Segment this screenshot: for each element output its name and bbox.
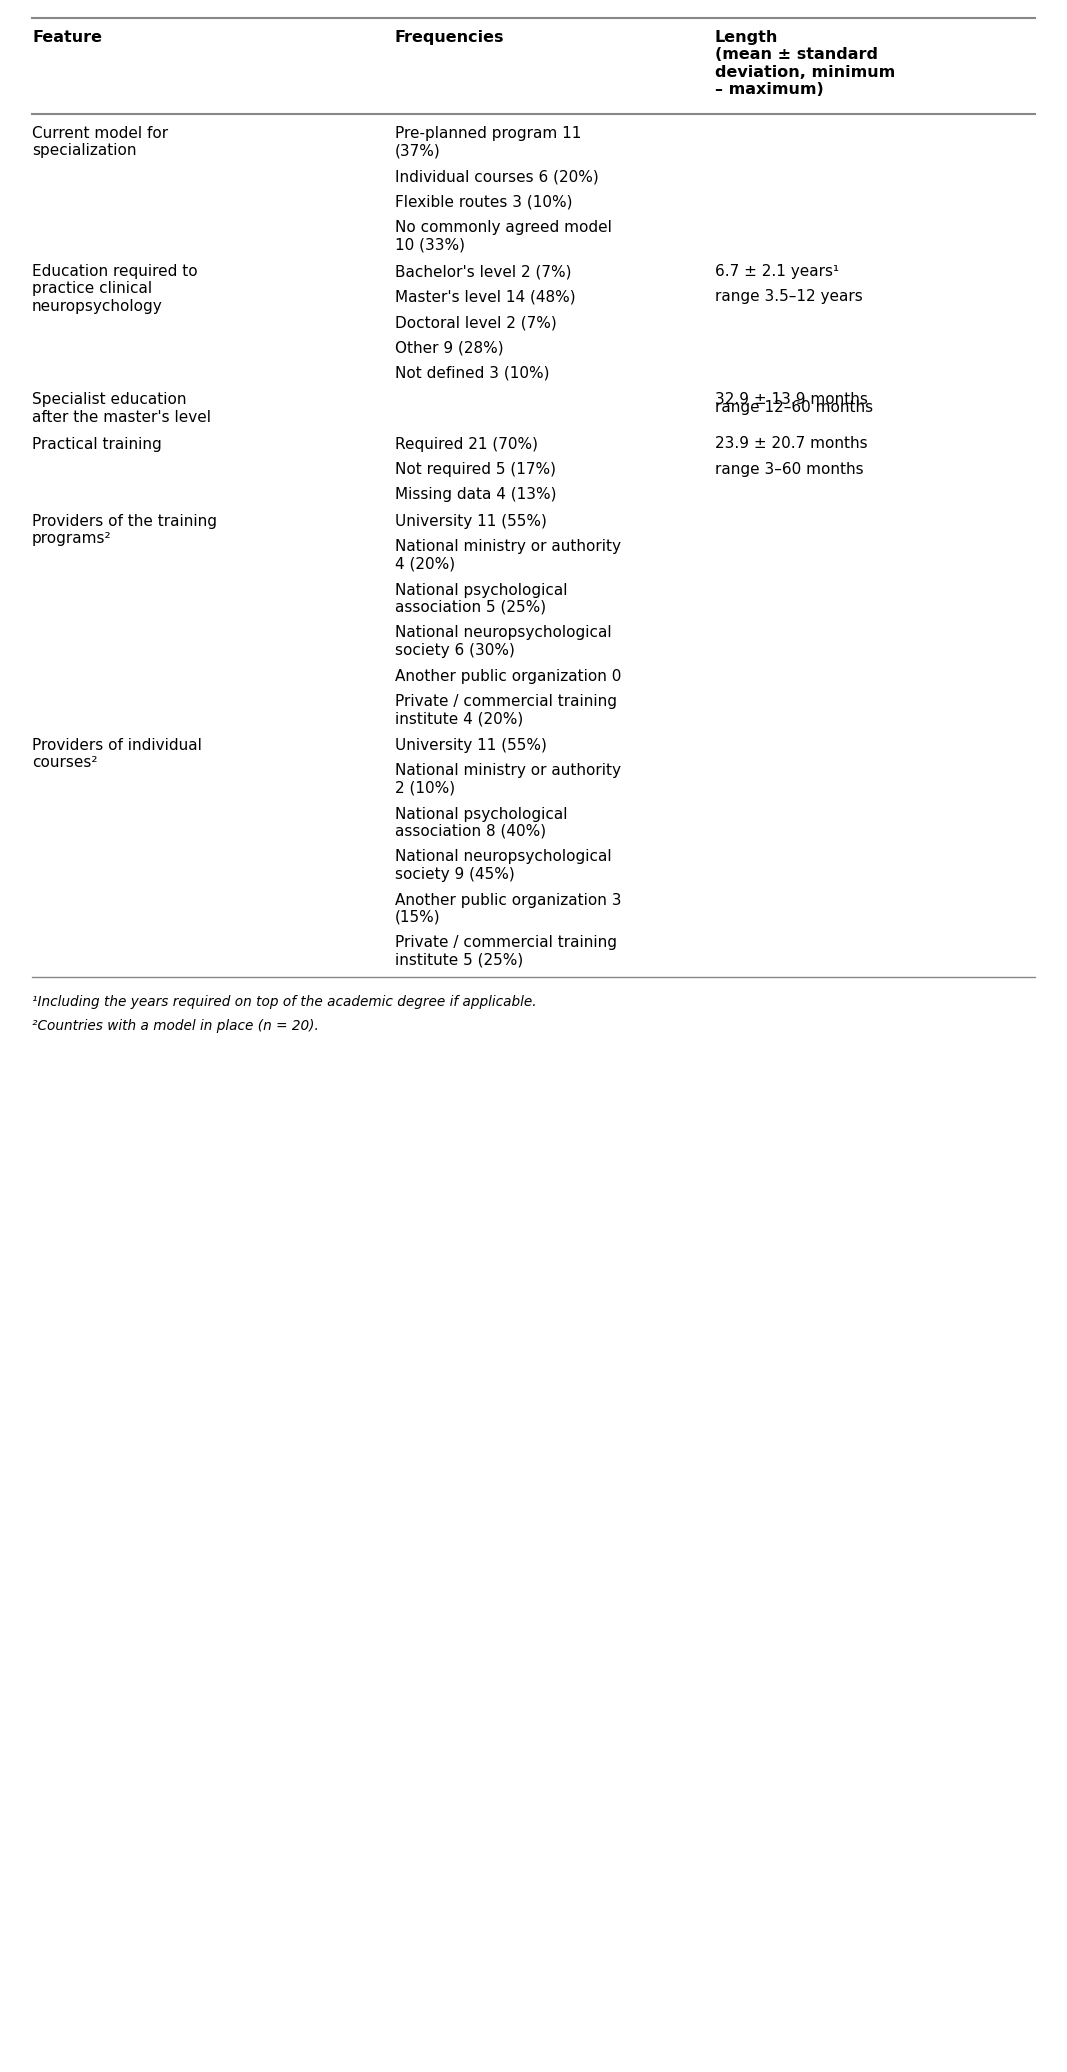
Text: University 11 (55%): University 11 (55%) (395, 738, 546, 752)
Text: Length
(mean ± standard
deviation, minimum
– maximum): Length (mean ± standard deviation, minim… (715, 29, 895, 97)
Text: National ministry or authority
2 (10%): National ministry or authority 2 (10%) (395, 762, 621, 796)
Text: National psychological
association 8 (40%): National psychological association 8 (40… (395, 806, 568, 839)
Text: Another public organization 0: Another public organization 0 (395, 669, 621, 684)
Text: Providers of the training
programs²: Providers of the training programs² (32, 514, 217, 547)
Text: No commonly agreed model
10 (33%): No commonly agreed model 10 (33%) (395, 220, 611, 253)
Text: Practical training: Practical training (32, 437, 162, 452)
Text: Not required 5 (17%): Not required 5 (17%) (395, 462, 556, 477)
Text: Private / commercial training
institute 4 (20%): Private / commercial training institute … (395, 694, 617, 727)
Text: range 3.5–12 years: range 3.5–12 years (715, 290, 862, 305)
Text: Missing data 4 (13%): Missing data 4 (13%) (395, 487, 556, 503)
Text: National neuropsychological
society 9 (45%): National neuropsychological society 9 (4… (395, 850, 611, 883)
Text: Providers of individual
courses²: Providers of individual courses² (32, 738, 202, 771)
Text: Frequencies: Frequencies (395, 29, 505, 46)
Text: 23.9 ± 20.7 months: 23.9 ± 20.7 months (715, 437, 867, 452)
Text: ¹Including the years required on top of the academic degree if applicable.: ¹Including the years required on top of … (32, 995, 537, 1009)
Text: Flexible routes 3 (10%): Flexible routes 3 (10%) (395, 195, 572, 209)
Text: range 3–60 months: range 3–60 months (715, 462, 863, 477)
Text: Private / commercial training
institute 5 (25%): Private / commercial training institute … (395, 934, 617, 968)
Text: National neuropsychological
society 6 (30%): National neuropsychological society 6 (3… (395, 626, 611, 659)
Text: University 11 (55%): University 11 (55%) (395, 514, 546, 528)
Text: Another public organization 3
(15%): Another public organization 3 (15%) (395, 893, 621, 924)
Text: Bachelor's level 2 (7%): Bachelor's level 2 (7%) (395, 263, 571, 280)
Text: ²Countries with a model in place (n = 20).: ²Countries with a model in place (n = 20… (32, 1019, 319, 1034)
Text: National psychological
association 5 (25%): National psychological association 5 (25… (395, 582, 568, 615)
Text: Not defined 3 (10%): Not defined 3 (10%) (395, 367, 550, 381)
Text: National ministry or authority
4 (20%): National ministry or authority 4 (20%) (395, 539, 621, 572)
Text: 32.9 ± 13.9 months: 32.9 ± 13.9 months (715, 392, 867, 408)
Text: Education required to
practice clinical
neuropsychology: Education required to practice clinical … (32, 263, 197, 313)
Text: Pre-planned program 11
(37%): Pre-planned program 11 (37%) (395, 126, 582, 157)
Text: Doctoral level 2 (7%): Doctoral level 2 (7%) (395, 315, 557, 329)
Text: Feature: Feature (32, 29, 102, 46)
Text: Other 9 (28%): Other 9 (28%) (395, 340, 504, 356)
Text: range 12–60 months: range 12–60 months (715, 400, 873, 416)
Text: Specialist education
after the master's level: Specialist education after the master's … (32, 392, 211, 425)
Text: Master's level 14 (48%): Master's level 14 (48%) (395, 290, 575, 305)
Text: 6.7 ± 2.1 years¹: 6.7 ± 2.1 years¹ (715, 263, 839, 280)
Text: Current model for
specialization: Current model for specialization (32, 126, 169, 157)
Text: Individual courses 6 (20%): Individual courses 6 (20%) (395, 170, 599, 184)
Text: Required 21 (70%): Required 21 (70%) (395, 437, 538, 452)
